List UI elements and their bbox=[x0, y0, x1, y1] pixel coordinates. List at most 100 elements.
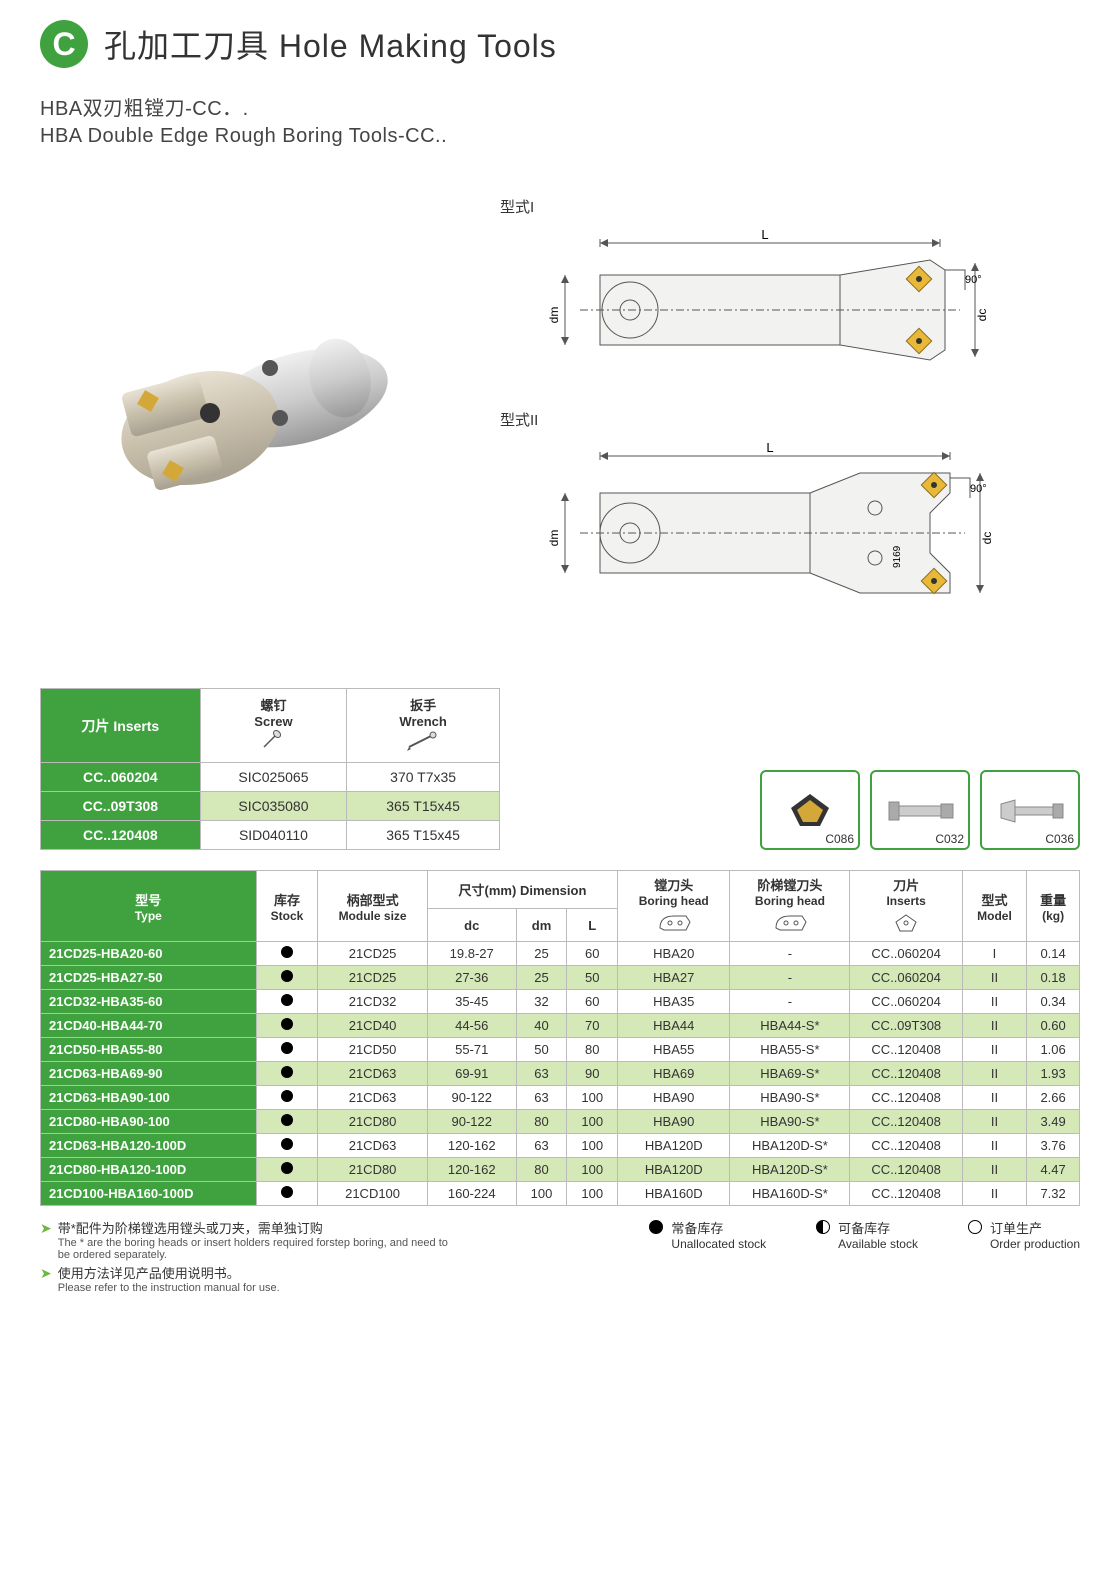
legend-symbol-icon bbox=[816, 1220, 830, 1234]
dm-cell: 63 bbox=[516, 1134, 567, 1158]
head2-cell: - bbox=[730, 990, 850, 1014]
module-cell: 21CD40 bbox=[318, 1014, 427, 1038]
module-cell: 21CD32 bbox=[318, 990, 427, 1014]
model-cell: II bbox=[962, 1182, 1026, 1206]
wrench-icon bbox=[405, 729, 441, 753]
weight-cell: 0.60 bbox=[1027, 1014, 1080, 1038]
weight-cell: 3.76 bbox=[1027, 1134, 1080, 1158]
svg-text:L: L bbox=[761, 227, 768, 242]
head1-cell: HBA27 bbox=[618, 966, 730, 990]
L-cell: 100 bbox=[567, 1086, 618, 1110]
module-cell: 21CD25 bbox=[318, 942, 427, 966]
section-badge: C bbox=[40, 20, 88, 68]
insert-cell: CC..120408 bbox=[850, 1110, 962, 1134]
stock-dot-icon bbox=[281, 1162, 293, 1174]
holder-icon bbox=[885, 790, 955, 830]
legend-symbol-icon bbox=[649, 1220, 663, 1234]
module-cell: 21CD80 bbox=[318, 1110, 427, 1134]
head2-cell: HBA69-S* bbox=[730, 1062, 850, 1086]
dm-cell: 80 bbox=[516, 1158, 567, 1182]
spec-row: 21CD80-HBA90-100 21CD80 90-122 80 100 HB… bbox=[41, 1110, 1080, 1134]
spec-row: 21CD63-HBA69-90 21CD63 69-91 63 90 HBA69… bbox=[41, 1062, 1080, 1086]
type2-label: 型式II bbox=[500, 409, 1080, 430]
type1-label: 型式I bbox=[500, 196, 1080, 217]
head2-cell: HBA44-S* bbox=[730, 1014, 850, 1038]
head2-cell: - bbox=[730, 966, 850, 990]
wrench-code: 365 T15x45 bbox=[347, 792, 500, 821]
dc-cell: 35-45 bbox=[427, 990, 516, 1014]
insert-cell: CC..120408 bbox=[850, 1086, 962, 1110]
type-code: 21CD32-HBA35-60 bbox=[41, 990, 257, 1014]
head2-cell: HBA120D-S* bbox=[730, 1158, 850, 1182]
technical-diagrams: 型式I L dm bbox=[500, 188, 1080, 628]
screw-code: SIC025065 bbox=[200, 763, 347, 792]
head2-cell: - bbox=[730, 942, 850, 966]
svg-text:dm: dm bbox=[547, 307, 561, 324]
type-code: 21CD25-HBA27-50 bbox=[41, 966, 257, 990]
type-code: 21CD50-HBA55-80 bbox=[41, 1038, 257, 1062]
insert-code: CC..120408 bbox=[41, 821, 201, 850]
col-weight: 重量(kg) bbox=[1027, 871, 1080, 942]
subtitle-cn: HBA双刃粗镗刀-CC．. bbox=[40, 92, 1080, 121]
spec-row: 21CD40-HBA44-70 21CD40 44-56 40 70 HBA44… bbox=[41, 1014, 1080, 1038]
head1-cell: HBA90 bbox=[618, 1110, 730, 1134]
insert-cell: CC..120408 bbox=[850, 1182, 962, 1206]
stock-dot-icon bbox=[281, 1018, 293, 1030]
dm-cell: 25 bbox=[516, 942, 567, 966]
weight-cell: 3.49 bbox=[1027, 1110, 1080, 1134]
svg-text:dc: dc bbox=[975, 309, 989, 322]
col-boring2: 阶梯镗刀头Boring head bbox=[730, 871, 850, 942]
legend-item: 订单生产Order production bbox=[968, 1218, 1080, 1251]
stock-cell bbox=[256, 1110, 318, 1134]
holder-icon bbox=[995, 790, 1065, 830]
col-dc: dc bbox=[427, 909, 516, 942]
wrench-header: 扳手 Wrench bbox=[347, 689, 500, 763]
footnote-1: ➤ 带*配件为阶梯镗选用镗头或刀夹，需单独订购The * are the bor… bbox=[40, 1218, 460, 1261]
stock-cell bbox=[256, 1182, 318, 1206]
stock-cell bbox=[256, 942, 318, 966]
L-cell: 60 bbox=[567, 990, 618, 1014]
head2-cell: HBA90-S* bbox=[730, 1110, 850, 1134]
L-cell: 60 bbox=[567, 942, 618, 966]
head1-cell: HBA20 bbox=[618, 942, 730, 966]
head1-cell: HBA55 bbox=[618, 1038, 730, 1062]
ref-label: C032 bbox=[935, 832, 964, 846]
L-cell: 100 bbox=[567, 1134, 618, 1158]
weight-cell: 1.93 bbox=[1027, 1062, 1080, 1086]
insert-icon bbox=[785, 790, 835, 830]
stock-dot-icon bbox=[281, 1138, 293, 1150]
module-cell: 21CD50 bbox=[318, 1038, 427, 1062]
dc-cell: 55-71 bbox=[427, 1038, 516, 1062]
head1-cell: HBA90 bbox=[618, 1086, 730, 1110]
head1-cell: HBA120D bbox=[618, 1158, 730, 1182]
head2-cell: HBA55-S* bbox=[730, 1038, 850, 1062]
model-cell: II bbox=[962, 1062, 1026, 1086]
dm-cell: 63 bbox=[516, 1086, 567, 1110]
stock-dot-icon bbox=[281, 1090, 293, 1102]
col-L: L bbox=[567, 909, 618, 942]
dm-cell: 25 bbox=[516, 966, 567, 990]
col-inserts: 刀片Inserts bbox=[850, 871, 962, 942]
diagram-section: 型式I L dm bbox=[40, 188, 1080, 628]
stock-dot-icon bbox=[281, 1066, 293, 1078]
module-cell: 21CD25 bbox=[318, 966, 427, 990]
head2-cell: HBA120D-S* bbox=[730, 1134, 850, 1158]
dc-cell: 160-224 bbox=[427, 1182, 516, 1206]
module-cell: 21CD63 bbox=[318, 1086, 427, 1110]
footnote-2: ➤ 使用方法详见产品使用说明书。Please refer to the inst… bbox=[40, 1263, 460, 1294]
col-stock: 库存Stock bbox=[256, 871, 318, 942]
L-cell: 70 bbox=[567, 1014, 618, 1038]
stock-cell bbox=[256, 1038, 318, 1062]
weight-cell: 4.47 bbox=[1027, 1158, 1080, 1182]
weight-cell: 2.66 bbox=[1027, 1086, 1080, 1110]
stock-dot-icon bbox=[281, 946, 293, 958]
type-code: 21CD80-HBA90-100 bbox=[41, 1110, 257, 1134]
model-cell: II bbox=[962, 1158, 1026, 1182]
spec-row: 21CD50-HBA55-80 21CD50 55-71 50 80 HBA55… bbox=[41, 1038, 1080, 1062]
weight-cell: 0.18 bbox=[1027, 966, 1080, 990]
head1-cell: HBA69 bbox=[618, 1062, 730, 1086]
type-code: 21CD63-HBA120-100D bbox=[41, 1134, 257, 1158]
spec-row: 21CD25-HBA27-50 21CD25 27-36 25 50 HBA27… bbox=[41, 966, 1080, 990]
insert-code: CC..09T308 bbox=[41, 792, 201, 821]
arrow-icon: ➤ bbox=[40, 1265, 52, 1282]
